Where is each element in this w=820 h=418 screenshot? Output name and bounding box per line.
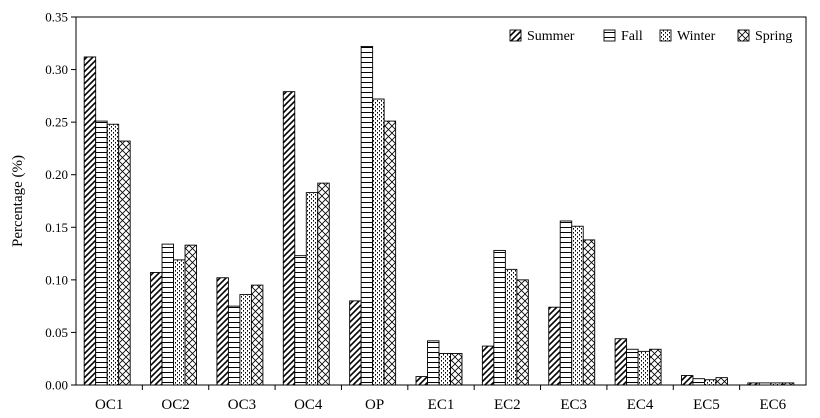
bar-winter-ec5: [704, 379, 717, 386]
bar-fall-oc2: [161, 243, 174, 386]
bar-winter-oc3: [239, 294, 252, 386]
legend-swatch-fall: [603, 29, 616, 42]
bar-summer-ec3: [548, 306, 561, 386]
legend-label-winter: Winter: [677, 29, 716, 44]
bar-fall-ec3: [559, 220, 573, 386]
bar-spring-oc1: [118, 140, 131, 386]
x-tick-label: OC2: [161, 397, 189, 413]
y-tick-label: 0.30: [45, 62, 68, 77]
bar-summer-oc3: [216, 277, 229, 386]
bar-summer-ec2: [481, 345, 495, 386]
bar-summer-ec4: [614, 338, 628, 386]
bar-fall-oc1: [95, 120, 108, 386]
bar-spring-ec1: [450, 353, 463, 386]
y-tick-label: 0.05: [45, 325, 68, 340]
bar-spring-ec5: [715, 377, 728, 386]
legend-swatch-spring: [737, 29, 750, 42]
bar-spring-oc3: [250, 284, 264, 386]
bar-fall-ec2: [493, 249, 506, 386]
bar-spring-ec2: [516, 279, 529, 386]
bar-fall-ec1: [427, 340, 440, 386]
legend-label-spring: Spring: [755, 29, 792, 44]
y-tick-label: 0.10: [45, 272, 68, 287]
y-tick-label: 0.00: [45, 378, 68, 393]
bar-spring-ec3: [582, 239, 596, 386]
x-tick-label: EC6: [759, 397, 786, 413]
bar-spring-ec4: [649, 348, 662, 386]
bar-spring-oc2: [184, 244, 197, 386]
bar-fall-ec5: [692, 378, 705, 386]
bar-winter-oc1: [106, 123, 120, 386]
bar-summer-ec1: [415, 376, 428, 386]
bar-summer-oc2: [150, 272, 163, 386]
y-tick-label: 0.35: [45, 10, 68, 25]
legend-swatch-winter: [659, 29, 672, 42]
x-tick-label: OC4: [294, 397, 323, 413]
legend-label-fall: Fall: [621, 29, 643, 44]
x-tick-label: EC2: [494, 397, 521, 413]
bar-spring-oc4: [317, 182, 330, 386]
y-tick-label: 0.20: [45, 167, 68, 182]
x-tick-label: OC1: [95, 397, 123, 413]
bar-fall-oc3: [227, 305, 241, 386]
bar-summer-oc1: [83, 56, 97, 386]
y-tick-label: 0.25: [45, 115, 68, 130]
legend-swatch-summer: [509, 29, 522, 42]
bar-winter-ec3: [571, 225, 584, 386]
y-tick-label: 0.15: [45, 220, 68, 235]
x-tick-label: OC3: [228, 397, 256, 413]
bar-fall-ec4: [626, 348, 639, 386]
x-tick-label: EC1: [428, 397, 455, 413]
bar-spring-op: [383, 120, 397, 386]
bar-summer-oc4: [282, 91, 296, 386]
x-tick-label: EC5: [693, 397, 720, 413]
bar-winter-op: [372, 98, 385, 386]
bar-winter-ec4: [637, 350, 651, 386]
x-tick-label: OP: [365, 397, 384, 413]
bar-fall-ec6: [758, 382, 772, 386]
bar-summer-ec6: [747, 382, 760, 386]
x-tick-label: EC4: [627, 397, 654, 413]
bar-spring-ec6: [781, 382, 795, 386]
bar-summer-op: [349, 300, 362, 386]
bar-winter-oc2: [173, 259, 186, 386]
bar-fall-oc4: [294, 255, 307, 386]
bar-winter-ec2: [504, 268, 518, 386]
bar-winter-ec1: [438, 353, 451, 386]
bar-summer-ec5: [681, 375, 694, 386]
x-tick-label: EC3: [560, 397, 587, 413]
y-axis-title: Percentage (%): [10, 155, 26, 247]
bar-winter-oc4: [305, 192, 319, 386]
bar-winter-ec6: [770, 382, 783, 386]
bar-fall-op: [360, 45, 374, 386]
legend-label-summer: Summer: [527, 29, 575, 44]
